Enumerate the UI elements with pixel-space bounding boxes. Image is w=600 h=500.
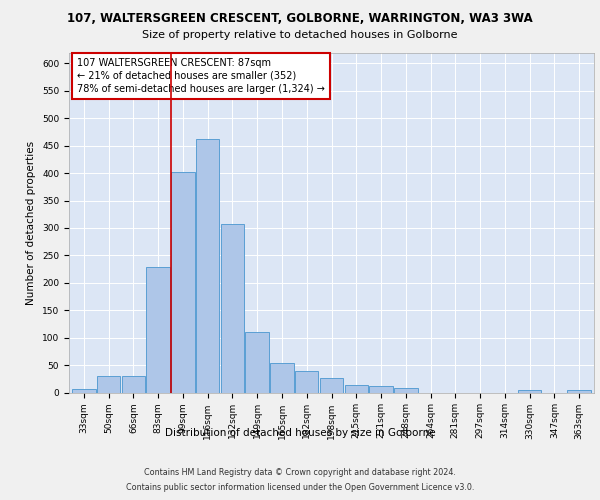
Bar [97, 376, 121, 392]
Bar [171, 172, 194, 392]
Y-axis label: Number of detached properties: Number of detached properties [26, 140, 37, 304]
Bar [394, 388, 418, 392]
Bar [221, 224, 244, 392]
Bar [295, 371, 319, 392]
Text: 107 WALTERSGREEN CRESCENT: 87sqm
← 21% of detached houses are smaller (352)
78% : 107 WALTERSGREEN CRESCENT: 87sqm ← 21% o… [77, 58, 325, 94]
Bar [245, 332, 269, 392]
Bar [518, 390, 541, 392]
Bar [122, 376, 145, 392]
Text: Contains HM Land Registry data © Crown copyright and database right 2024.: Contains HM Land Registry data © Crown c… [144, 468, 456, 477]
Bar [146, 268, 170, 392]
Bar [320, 378, 343, 392]
Bar [568, 390, 591, 392]
Bar [72, 388, 95, 392]
Text: 107, WALTERSGREEN CRESCENT, GOLBORNE, WARRINGTON, WA3 3WA: 107, WALTERSGREEN CRESCENT, GOLBORNE, WA… [67, 12, 533, 26]
Bar [369, 386, 393, 392]
Text: Contains public sector information licensed under the Open Government Licence v3: Contains public sector information licen… [126, 483, 474, 492]
Bar [196, 138, 220, 392]
Text: Distribution of detached houses by size in Golborne: Distribution of detached houses by size … [164, 428, 436, 438]
Text: Size of property relative to detached houses in Golborne: Size of property relative to detached ho… [142, 30, 458, 40]
Bar [270, 363, 294, 392]
Bar [344, 385, 368, 392]
